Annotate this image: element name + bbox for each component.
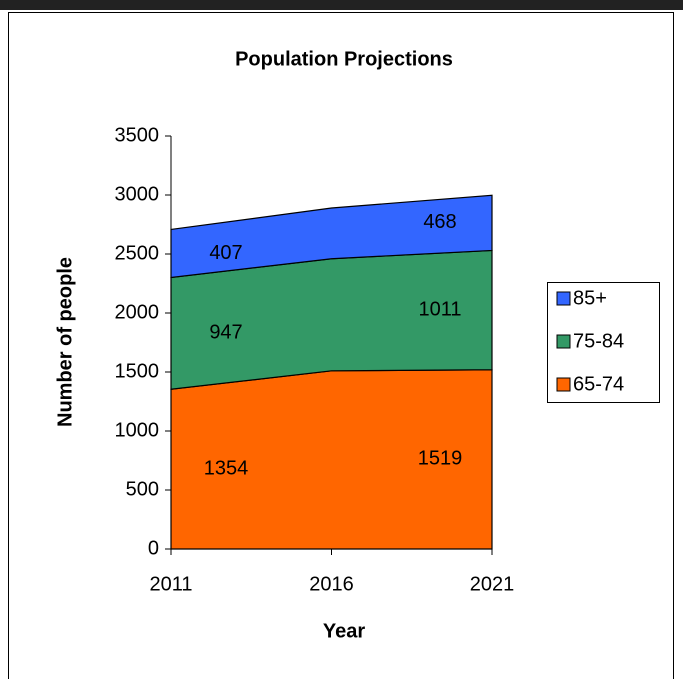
data-label: 1354 (204, 457, 249, 479)
y-tick-label: 0 (148, 537, 159, 559)
data-label: 947 (209, 322, 242, 344)
data-label: 1011 (418, 298, 461, 320)
x-tick-label: 2016 (309, 573, 354, 595)
y-tick-label: 2500 (115, 242, 160, 264)
y-tick-label: 1000 (115, 419, 160, 441)
window-edge (0, 0, 683, 10)
y-tick-label: 3000 (115, 183, 160, 205)
x-axis-label: Year (323, 620, 365, 642)
data-label: 407 (209, 242, 242, 264)
x-tick-label: 2011 (149, 573, 192, 595)
legend-swatch (556, 291, 571, 306)
data-label: 1519 (418, 448, 463, 470)
legend-swatch (556, 334, 571, 349)
y-tick-label: 500 (126, 478, 159, 500)
legend-swatch (556, 377, 571, 392)
y-tick-label: 2000 (115, 301, 160, 323)
legend-label: 75-84 (573, 330, 624, 352)
chart-title: Population Projections (235, 48, 453, 70)
y-tick-label: 3500 (115, 124, 160, 146)
legend-label: 85+ (573, 287, 607, 309)
y-tick-label: 1500 (115, 360, 160, 382)
legend-label: 65-74 (573, 373, 624, 395)
y-axis-label: Number of people (54, 257, 76, 427)
data-label: 468 (423, 211, 456, 233)
x-tick-label: 2021 (470, 573, 515, 595)
